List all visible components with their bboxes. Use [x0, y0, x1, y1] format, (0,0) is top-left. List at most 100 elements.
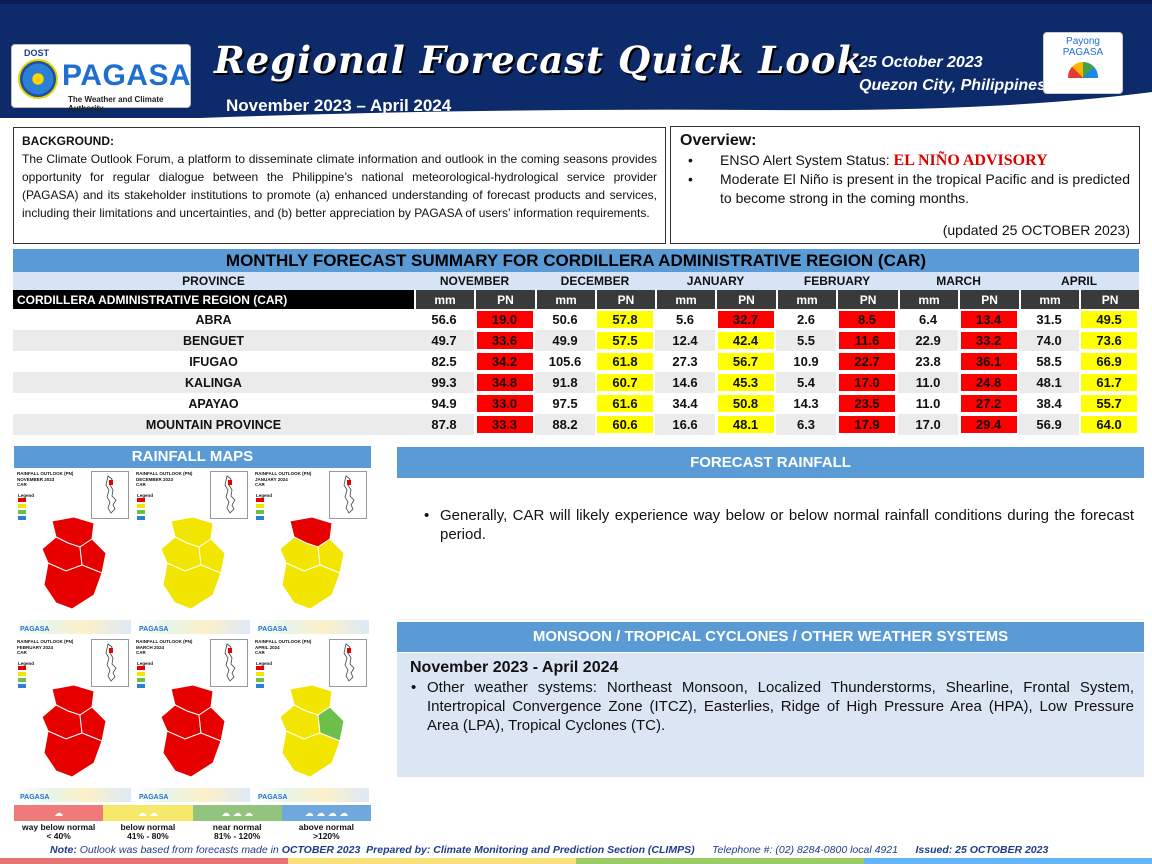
pn-cell: 8.5	[836, 309, 898, 330]
legend-category: below normal	[120, 822, 176, 832]
legend-swatch	[256, 666, 264, 670]
mm-cell: 34.4	[672, 396, 698, 411]
map-footer-strip	[16, 788, 131, 802]
map-pagasa-logo: PAGASA	[139, 626, 169, 633]
philippines-icon	[343, 475, 355, 514]
rainfall-maps-grid: RAINFALL OUTLOOK (PN) NOVEMBER 2023 CAR Leg…	[14, 469, 371, 804]
map-month: FEBRUARY 2024	[17, 644, 54, 650]
mm-cell: 5.4	[776, 372, 837, 393]
background-title: BACKGROUND:	[22, 134, 114, 148]
header-band	[0, 0, 1152, 118]
pn-value: 8.5	[839, 311, 896, 328]
mm-header: mm	[414, 290, 474, 309]
weather-systems-period: November 2023 - April 2024	[410, 659, 619, 676]
weather-systems-body: November 2023 - April 2024 Other weather…	[397, 653, 1144, 777]
legend-color-swatch: ☁ ☁	[103, 805, 193, 821]
pn-value: 66.9	[1081, 353, 1138, 370]
mm-cell: 99.3	[414, 372, 474, 393]
philippines-inset-map	[210, 639, 248, 687]
map-panel: RAINFALL OUTLOOK (PN) APRIL 2024 CAR Legend…	[252, 637, 371, 804]
pn-value: 61.6	[597, 395, 653, 412]
mm-cell: 14.6	[655, 372, 716, 393]
legend-swatch	[256, 504, 264, 508]
pn-value: 60.7	[597, 374, 653, 391]
pn-header: PN	[958, 290, 1020, 309]
pn-value: 42.4	[717, 332, 774, 349]
map-region: CAR	[136, 650, 146, 655]
legend-label: near normal 81% - 120%	[193, 823, 282, 841]
legend-swatch	[256, 516, 264, 520]
legend-swatch	[256, 510, 264, 514]
legend-swatch	[18, 684, 26, 688]
province-name: BENGUET	[13, 330, 414, 351]
table-row: ABRA 56.6 19.0 50.6 57.8 5.6 32.7 2.6 8.5 6.4 13.4…	[13, 309, 1139, 330]
map-title: RAINFALL OUTLOOK (PN) NOVEMBER 2023 CAR	[17, 471, 77, 488]
payong-pagasa-logo: Payong PAGASA	[1043, 32, 1123, 94]
pn-cell: 33.6	[474, 330, 535, 351]
pn-cell: 34.8	[474, 372, 535, 393]
pn-value: 61.8	[597, 353, 653, 370]
pn-cell: 61.7	[1079, 372, 1139, 393]
mm-cell: 5.5	[776, 330, 837, 351]
legend-range: 81% - 120%	[213, 831, 261, 841]
mm-cell: 49.9	[535, 330, 595, 351]
map-legend: Legend	[256, 493, 300, 522]
map-footer-strip	[135, 620, 250, 634]
map-legend-title: Legend	[18, 493, 35, 498]
map-legend: Legend	[137, 661, 181, 690]
overview-list: ENSO Alert System Status: EL NIÑO ADVISO…	[680, 151, 1130, 208]
legend-color-swatch: ☁ ☁ ☁	[192, 805, 282, 821]
enso-status: EL NIÑO ADVISORY	[893, 152, 1048, 169]
pn-cell: 29.4	[958, 414, 1019, 435]
legend-label: way below normal < 40%	[14, 823, 103, 841]
forecast-rainfall-body: Generally, CAR will likely experience wa…	[397, 478, 1144, 620]
map-legend-title: Legend	[18, 661, 35, 666]
map-title-text: RAINFALL OUTLOOK (PN)	[255, 639, 312, 644]
issue-place: Quezon City, Philippines	[859, 77, 1046, 94]
mm-cell: 97.5	[552, 396, 578, 411]
map-title: RAINFALL OUTLOOK (PN) FEBRUARY 2024 CAR	[17, 639, 77, 656]
legend-swatch	[137, 666, 145, 670]
pn-cell: 13.4	[958, 309, 1019, 330]
overview-item-elnino: Moderate El Niño is present in the tropi…	[680, 170, 1130, 208]
legend-label: below normal 41% - 80%	[103, 823, 192, 841]
province-name: KALINGA	[13, 372, 414, 393]
pn-value: 17.0	[839, 374, 896, 391]
philippines-icon	[224, 643, 236, 682]
pn-cell: 61.8	[595, 351, 655, 372]
month-header: APRIL	[1019, 272, 1140, 290]
pn-value: 34.8	[476, 374, 533, 391]
table-body: ABRA 56.6 19.0 50.6 57.8 5.6 32.7 2.6 8.5 6.4 13.4…	[13, 309, 1139, 435]
pn-value: 61.7	[1081, 374, 1138, 391]
payong-line2: PAGASA	[1062, 47, 1104, 58]
rainfall-maps-header: RAINFALL MAPS	[14, 446, 371, 468]
map-month: DECEMBER 2023	[136, 476, 174, 482]
legend-swatch	[137, 684, 145, 688]
map-month: NOVEMBER 2023	[17, 476, 55, 482]
map-footer-strip	[254, 620, 369, 634]
map-panel: RAINFALL OUTLOOK (PN) FEBRUARY 2024 CAR Leg…	[14, 637, 133, 804]
month-header: JANUARY	[655, 272, 777, 290]
footer-note-text: Outlook was based from forecasts made in	[79, 844, 279, 856]
pn-cell: 36.1	[958, 351, 1019, 372]
footer: Note: Outlook was based from forecasts m…	[50, 844, 1140, 856]
pn-value: 60.6	[597, 416, 653, 433]
pn-cell: 33.2	[958, 330, 1019, 351]
table-title: MONTHLY FORECAST SUMMARY FOR CORDILLERA …	[13, 249, 1139, 272]
legend-swatch	[256, 684, 264, 688]
mm-cell: 11.0	[898, 372, 959, 393]
car-map-icon	[41, 516, 107, 610]
map-footer-strip	[254, 788, 369, 802]
pn-value: 27.2	[960, 395, 1017, 412]
header: DOST PAGASA The Weather and Climate Auth…	[0, 0, 1152, 120]
mm-cell: 5.6	[675, 312, 695, 327]
mm-header: mm	[898, 290, 959, 309]
pn-cell: 34.2	[474, 351, 535, 372]
province-name: IFUGAO	[189, 354, 238, 369]
map-footer-strip	[135, 788, 250, 802]
map-panel: RAINFALL OUTLOOK (PN) MARCH 2024 CAR Legend…	[133, 637, 252, 804]
pn-cell: 42.4	[715, 330, 776, 351]
pn-value: 19.0	[476, 311, 533, 328]
philippines-inset-map	[329, 471, 367, 519]
map-legend: Legend	[18, 493, 62, 522]
